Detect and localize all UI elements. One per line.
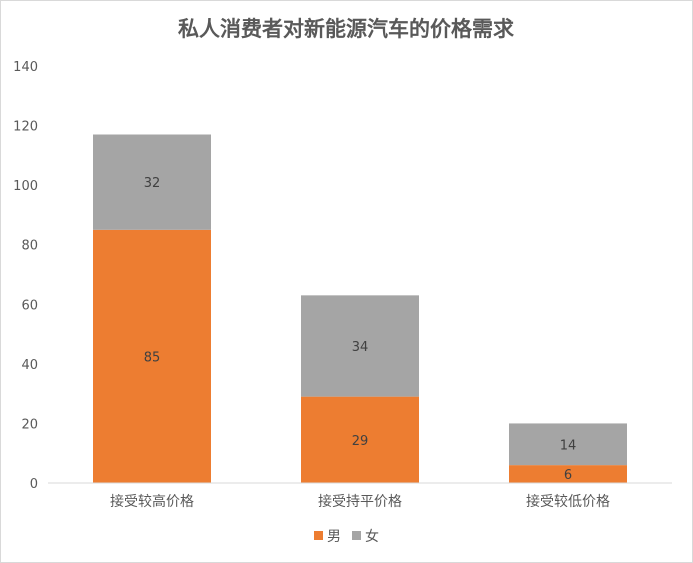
x-tick-label: 接受持平价格: [318, 493, 402, 510]
legend-label: 男: [327, 529, 341, 545]
data-label: 32: [144, 176, 161, 191]
x-tick-label: 接受较低价格: [526, 493, 610, 510]
y-tick-label: 120: [13, 120, 38, 135]
legend-swatch: [352, 531, 361, 540]
x-axis: 接受较高价格 接受持平价格 接受较低价格: [48, 482, 672, 510]
y-tick-label: 0: [30, 477, 38, 492]
bar-female: [93, 134, 211, 230]
chart-title: 私人消费者对新能源汽车的价格需求: [178, 16, 514, 41]
bars: 85 32 29 34 6 14: [93, 134, 627, 483]
data-label: 85: [144, 350, 161, 365]
bar-female: [509, 423, 627, 466]
data-label: 29: [352, 434, 369, 449]
data-label: 6: [564, 468, 572, 483]
legend-swatch: [314, 531, 323, 540]
y-tick-label: 100: [13, 179, 38, 194]
bar-female: [301, 295, 419, 397]
y-tick-label: 40: [21, 358, 38, 373]
legend: 男女: [314, 528, 379, 545]
bar-male: [301, 396, 419, 483]
data-label: 14: [560, 438, 577, 453]
y-tick-label: 20: [21, 417, 38, 432]
y-tick-label: 80: [21, 239, 38, 254]
y-axis: 0 20 40 60 80 100 120 140: [13, 60, 38, 492]
bar-male: [93, 229, 211, 483]
y-tick-label: 140: [13, 60, 38, 75]
legend-label: 女: [365, 528, 379, 545]
bar-male: [509, 465, 627, 483]
y-tick-label: 60: [21, 298, 38, 313]
x-tick-label: 接受较高价格: [110, 493, 194, 510]
data-label: 34: [352, 340, 369, 355]
